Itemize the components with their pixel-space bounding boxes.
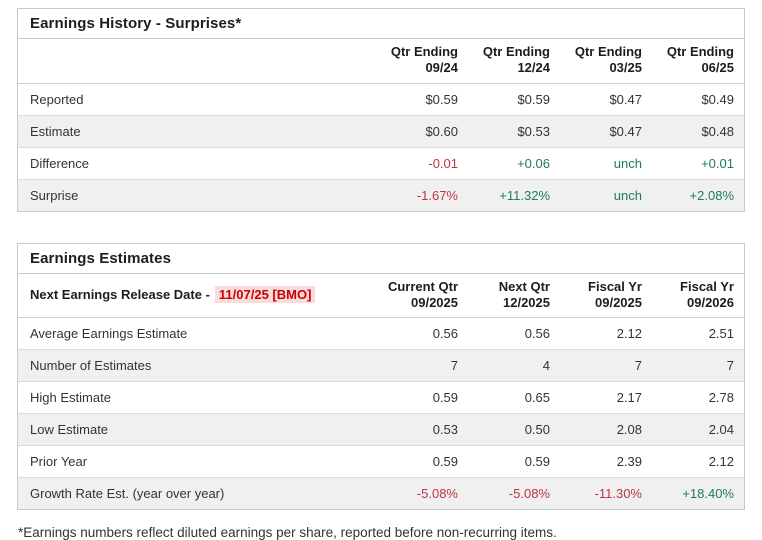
cell-value: 2.39 [560,445,652,478]
earnings-history-title: Earnings History - Surprises* [18,9,744,39]
row-label: Difference [18,146,376,179]
cell-value: 7 [652,349,744,382]
estimates-header-row: Next Earnings Release Date -11/07/25 [BM… [18,273,744,318]
cell-value: 0.59 [376,445,468,478]
release-date-badge: 11/07/25 [BMO] [214,285,316,303]
cell-value: -1.67% [376,178,468,211]
cell-value: 7 [376,349,468,382]
column-header-date: 09/24 [425,60,458,76]
cell-value: 0.65 [468,381,560,414]
cell-value: -5.08% [376,477,468,509]
cell-value: 2.51 [708,326,734,341]
history-header-spacer [18,39,376,84]
cell-value: 2.78 [652,381,744,414]
column-header: Current Qtr 09/2025 [376,273,468,318]
column-header: Qtr Ending 03/25 [560,39,652,84]
row-label: Number of Estimates [18,349,376,382]
row-label: Average Earnings Estimate [30,326,188,341]
cell-value: $0.59 [425,91,458,107]
table-row: Growth Rate Est. (year over year) -5.08% -… [18,477,744,509]
cell-value: $0.60 [376,114,468,147]
column-header-date: 06/25 [701,60,734,76]
cell-value: +18.40% [652,477,744,509]
cell-value: 0.59 [468,445,560,478]
next-earnings-release: Next Earnings Release Date -11/07/25 [BM… [18,273,376,318]
cell-value: +0.01 [652,146,744,179]
row-label: Low Estimate [18,413,376,446]
release-date-label: Next Earnings Release Date - [30,286,210,302]
cell-value: 2.12 [616,326,642,341]
earnings-estimates-panel: Earnings Estimates Next Earnings Release… [17,242,745,510]
table-row: Difference -0.01 +0.06 unch +0.01 [18,146,744,179]
column-header-date: 12/2025 [503,294,550,310]
table-row: Average Earnings Estimate 0.56 0.56 2.12 2.5… [18,318,744,350]
cell-value: $0.48 [652,114,744,147]
row-label: Reported [30,91,84,107]
row-label: Surprise [18,178,376,211]
cell-value: 0.59 [376,381,468,414]
row-label: Estimate [18,114,376,147]
row-label: Growth Rate Est. (year over year) [18,477,376,509]
column-header-period: Qtr Ending [666,44,734,59]
column-header-period: Next Qtr [498,278,550,294]
cell-value: +11.32% [468,178,560,211]
cell-value: $0.59 [517,91,550,107]
table-row: High Estimate 0.59 0.65 2.17 2.78 [18,381,744,414]
cell-value: -11.30% [560,477,652,509]
column-header: Qtr Ending 06/25 [652,39,744,84]
cell-value: -0.01 [376,146,468,179]
cell-value: 0.56 [432,326,458,341]
cell-value: unch [560,146,652,179]
earnings-estimates-title: Earnings Estimates [18,244,744,274]
cell-value: $0.53 [468,114,560,147]
column-header: Fiscal Yr 09/2026 [652,273,744,318]
column-header-period: Qtr Ending [482,44,550,59]
cell-value: 0.50 [468,413,560,446]
cell-value: +2.08% [652,178,744,211]
cell-value: 2.08 [560,413,652,446]
table-row: Prior Year 0.59 0.59 2.39 2.12 [18,445,744,478]
column-header: Fiscal Yr 09/2025 [560,273,652,318]
table-row: Estimate $0.60 $0.53 $0.47 $0.48 [18,114,744,147]
column-header: Next Qtr 12/2025 [468,273,560,318]
table-row: Reported $0.59 $0.59 $0.47 $0.49 [18,83,744,115]
cell-value: 7 [560,349,652,382]
column-header-date: 03/25 [609,60,642,76]
column-header-period: Qtr Ending [390,44,458,59]
cell-value: $0.47 [609,91,642,107]
cell-value: 0.53 [376,413,468,446]
earnings-estimates-table: Next Earnings Release Date -11/07/25 [BM… [18,273,744,509]
cell-value: 2.17 [560,381,652,414]
history-header-row: Qtr Ending 09/24 Qtr Ending 12/24 Qtr Ending… [18,39,744,84]
column-header-period: Fiscal Yr [680,278,734,294]
column-header-date: 09/2025 [595,294,642,310]
cell-value: 0.56 [524,326,550,341]
cell-value: +0.06 [468,146,560,179]
table-row: Number of Estimates 7 4 7 7 [18,349,744,382]
column-header: Qtr Ending 09/24 [376,39,468,84]
table-row: Surprise -1.67% +11.32% unch +2.08% [18,178,744,211]
cell-value: unch [560,178,652,211]
column-header: Qtr Ending 12/24 [468,39,560,84]
table-row: Low Estimate 0.53 0.50 2.08 2.04 [18,413,744,446]
row-label: Prior Year [18,445,376,478]
cell-value: 2.04 [652,413,744,446]
column-header-period: Current Qtr [387,278,458,294]
footnote: *Earnings numbers reflect diluted earnin… [18,525,557,540]
earnings-history-panel: Earnings History - Surprises* Qtr Ending… [17,8,745,212]
cell-value: $0.47 [560,114,652,147]
earnings-history-table: Qtr Ending 09/24 Qtr Ending 12/24 Qtr Ending… [18,39,744,211]
column-header-period: Fiscal Yr [588,278,642,294]
cell-value: $0.49 [701,91,734,107]
column-header-date: 09/2026 [687,294,734,310]
cell-value: -5.08% [468,477,560,509]
column-header-date: 12/24 [517,60,550,76]
cell-value: 4 [468,349,560,382]
row-label: High Estimate [18,381,376,414]
cell-value: 2.12 [652,445,744,478]
column-header-date: 09/2025 [411,294,458,310]
column-header-period: Qtr Ending [574,44,642,59]
